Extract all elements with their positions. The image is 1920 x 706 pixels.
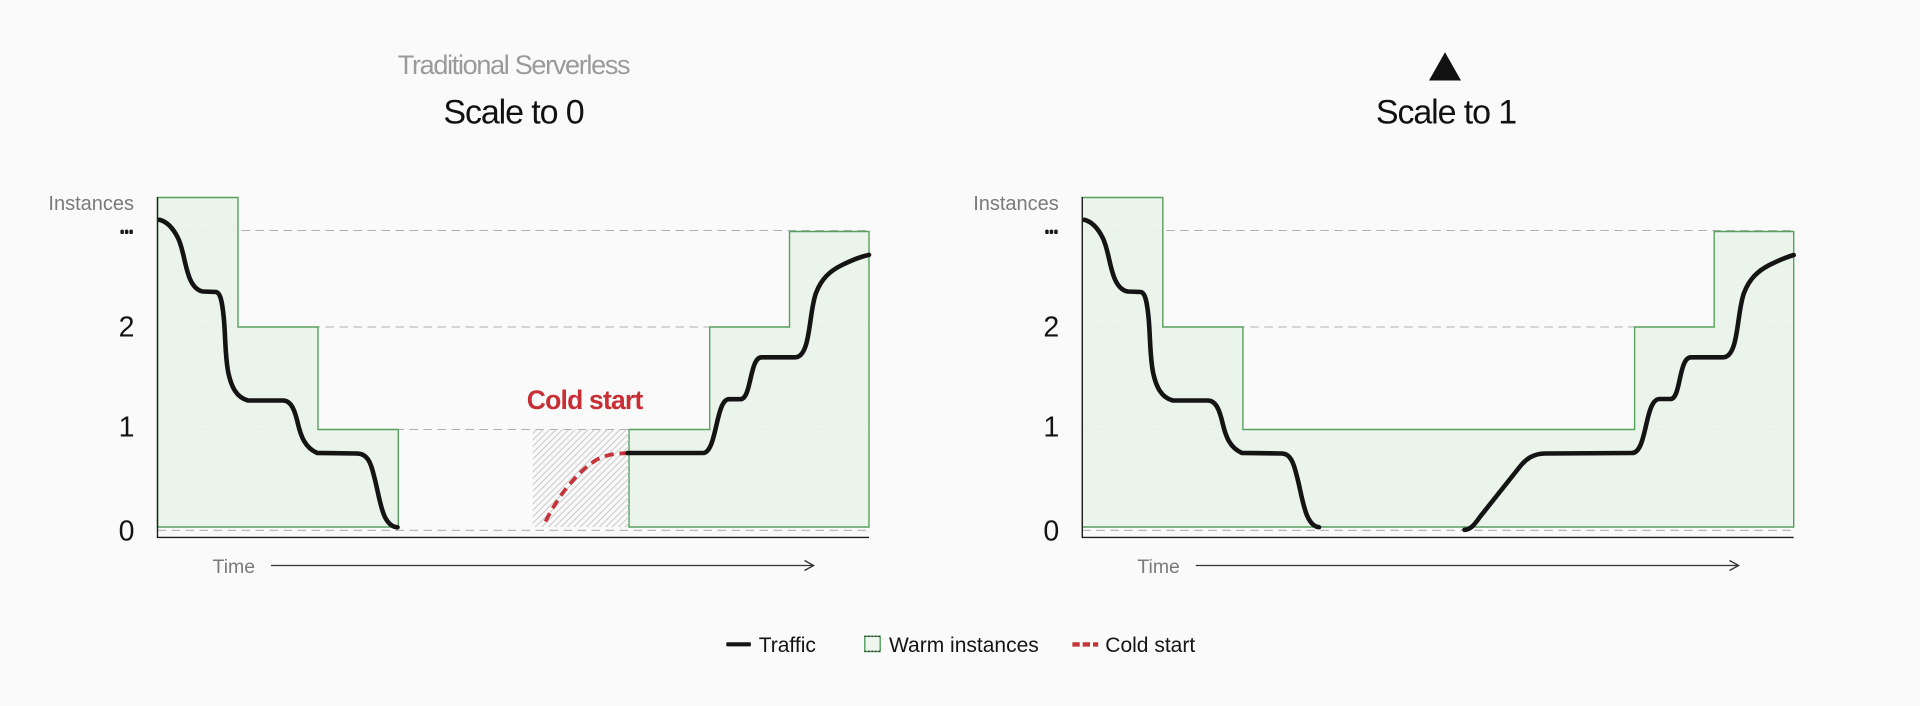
svg-text:0: 0 bbox=[1043, 516, 1059, 548]
svg-text:Warm instances: Warm instances bbox=[889, 634, 1039, 657]
svg-text:Cold start: Cold start bbox=[527, 385, 644, 415]
svg-text:Traditional Serverless: Traditional Serverless bbox=[398, 50, 630, 80]
svg-text:1: 1 bbox=[119, 412, 135, 444]
svg-text:Cold start: Cold start bbox=[1105, 634, 1195, 657]
svg-text:Time: Time bbox=[1137, 556, 1180, 578]
svg-text:Instances: Instances bbox=[973, 193, 1059, 215]
svg-text:2: 2 bbox=[1043, 312, 1059, 344]
svg-text:Traffic: Traffic bbox=[759, 634, 816, 657]
svg-text:Instances: Instances bbox=[48, 193, 134, 215]
svg-text:2: 2 bbox=[119, 312, 135, 344]
svg-text:Time: Time bbox=[213, 556, 256, 578]
svg-text:0: 0 bbox=[119, 516, 135, 548]
svg-text:1: 1 bbox=[1043, 412, 1059, 444]
svg-text:Scale to 0: Scale to 0 bbox=[443, 93, 583, 131]
svg-text:Scale to 1: Scale to 1 bbox=[1376, 93, 1516, 131]
